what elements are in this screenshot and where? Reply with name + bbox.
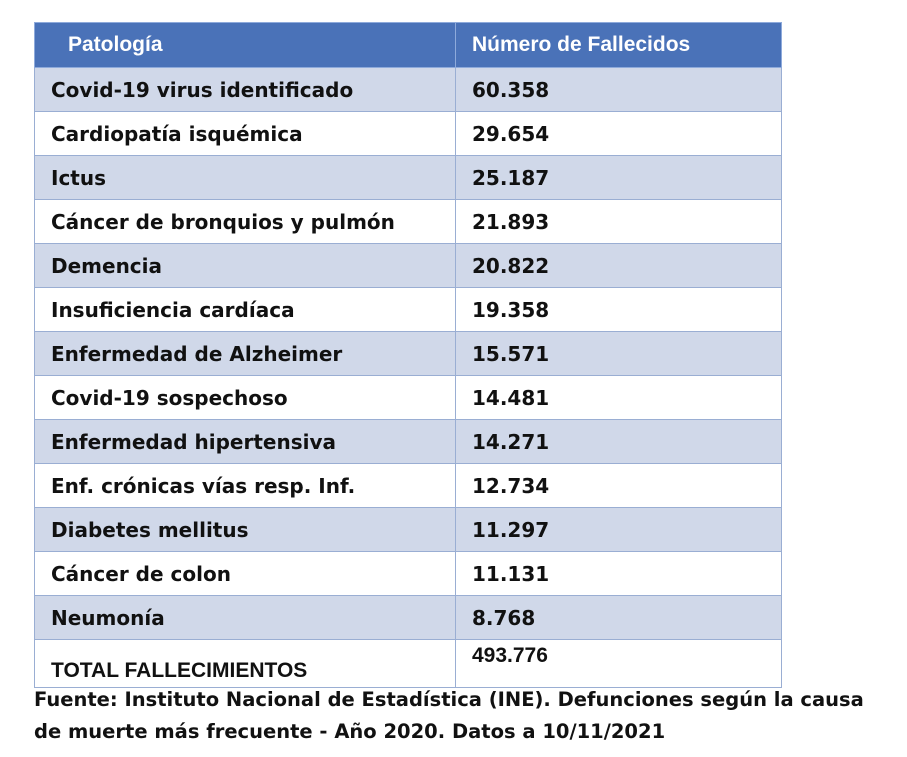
table-row: Demencia 20.822 xyxy=(34,243,782,288)
footer-line: Fuente: Instituto Nacional de Estadístic… xyxy=(34,688,864,711)
table-cell: 12.734 xyxy=(455,463,782,508)
table-row: Diabetes mellitus 11.297 xyxy=(34,507,782,552)
table-cell: 14.481 xyxy=(455,375,782,420)
table-cell: Cáncer de bronquios y pulmón xyxy=(34,199,456,244)
table-cell: 11.297 xyxy=(455,507,782,552)
header-row: Patología Número de Fallecidos xyxy=(34,22,782,68)
table-cell: 11.131 xyxy=(455,551,782,596)
table-row: Enf. crónicas vías resp. Inf. 12.734 xyxy=(34,463,782,508)
table-cell: 20.822 xyxy=(455,243,782,288)
table-cell: Demencia xyxy=(34,243,456,288)
table-row: Cáncer de colon 11.131 xyxy=(34,551,782,596)
table-cell: Diabetes mellitus xyxy=(34,507,456,552)
table-cell: Cardiopatía isquémica xyxy=(34,111,456,156)
table-cell: 19.358 xyxy=(455,287,782,332)
table-cell: 15.571 xyxy=(455,331,782,376)
footer: Fuente: Instituto Nacional de Estadístic… xyxy=(34,684,864,748)
table-row: Enfermedad hipertensiva 14.271 xyxy=(34,419,782,464)
table-row: TOTAL FALLECIMIENTOS 493.776 xyxy=(34,639,782,688)
table-cell: Enfermedad hipertensiva xyxy=(34,419,456,464)
table-cell: 25.187 xyxy=(455,155,782,200)
table-cell: Covid-19 sospechoso xyxy=(34,375,456,420)
footer-line: de muerte más frecuente - Año 2020. Dato… xyxy=(34,720,666,743)
table-cell: 8.768 xyxy=(455,595,782,640)
table-cell: 60.358 xyxy=(455,67,782,112)
table-cell: 493.776 xyxy=(455,639,782,688)
table-cell: 14.271 xyxy=(455,419,782,464)
table-cell: 29.654 xyxy=(455,111,782,156)
table-row: Insuficiencia cardíaca 19.358 xyxy=(34,287,782,332)
table-row: Ictus 25.187 xyxy=(34,155,782,200)
table-row: Neumonía 8.768 xyxy=(34,595,782,640)
header-cell: Número de Fallecidos xyxy=(455,22,782,68)
table-cell: Insuficiencia cardíaca xyxy=(34,287,456,332)
table-cell: Enfermedad de Alzheimer xyxy=(34,331,456,376)
header-cell: Patología xyxy=(34,22,456,68)
table-cell: TOTAL FALLECIMIENTOS xyxy=(34,639,456,688)
table-row: Covid-19 sospechoso 14.481 xyxy=(34,375,782,420)
table-row: Enfermedad de Alzheimer 15.571 xyxy=(34,331,782,376)
table-cell: 21.893 xyxy=(455,199,782,244)
table-cell: Enf. crónicas vías resp. Inf. xyxy=(34,463,456,508)
table-cell: Neumonía xyxy=(34,595,456,640)
table-row: Cáncer de bronquios y pulmón 21.893 xyxy=(34,199,782,244)
table: Patología Número de Fallecidos Covid-19 … xyxy=(34,22,782,688)
table-cell: Covid-19 virus identificado xyxy=(34,67,456,112)
table-cell: Ictus xyxy=(34,155,456,200)
table-row: Covid-19 virus identificado 60.358 xyxy=(34,67,782,112)
table-body: Covid-19 virus identificado 60.358 Cardiop… xyxy=(34,67,782,688)
table-cell: Cáncer de colon xyxy=(34,551,456,596)
table-row: Cardiopatía isquémica 29.654 xyxy=(34,111,782,156)
